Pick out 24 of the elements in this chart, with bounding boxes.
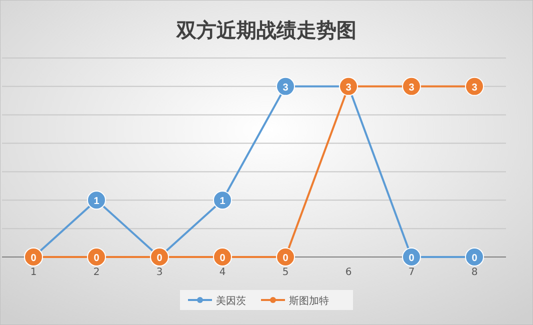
chart-title: 双方近期战绩走势图 (176, 18, 356, 42)
x-tick-label: 2 (93, 267, 100, 278)
data-label: 0 (156, 253, 163, 264)
x-tick-label: 6 (345, 267, 352, 278)
data-label: 0 (220, 253, 226, 264)
data-label: 1 (220, 196, 226, 208)
data-label: 1 (94, 196, 100, 208)
data-label: 0 (472, 253, 478, 264)
data-label: 0 (282, 253, 289, 264)
data-label: 0 (408, 253, 415, 264)
legend-label: 美因茨 (216, 295, 246, 307)
data-label: 3 (282, 82, 289, 94)
data-label: 3 (408, 82, 415, 94)
x-tick-label: 1 (30, 267, 37, 278)
data-label: 0 (94, 253, 100, 264)
data-label: 3 (346, 82, 352, 94)
x-tick-label: 8 (471, 267, 478, 278)
data-label: 0 (30, 253, 37, 264)
data-label: 3 (472, 82, 478, 94)
legend-label: 斯图加特 (289, 295, 329, 307)
x-tick-label: 7 (408, 267, 415, 278)
x-tick-label: 5 (282, 267, 289, 278)
x-tick-label: 4 (219, 267, 226, 278)
x-tick-label: 3 (156, 267, 163, 278)
